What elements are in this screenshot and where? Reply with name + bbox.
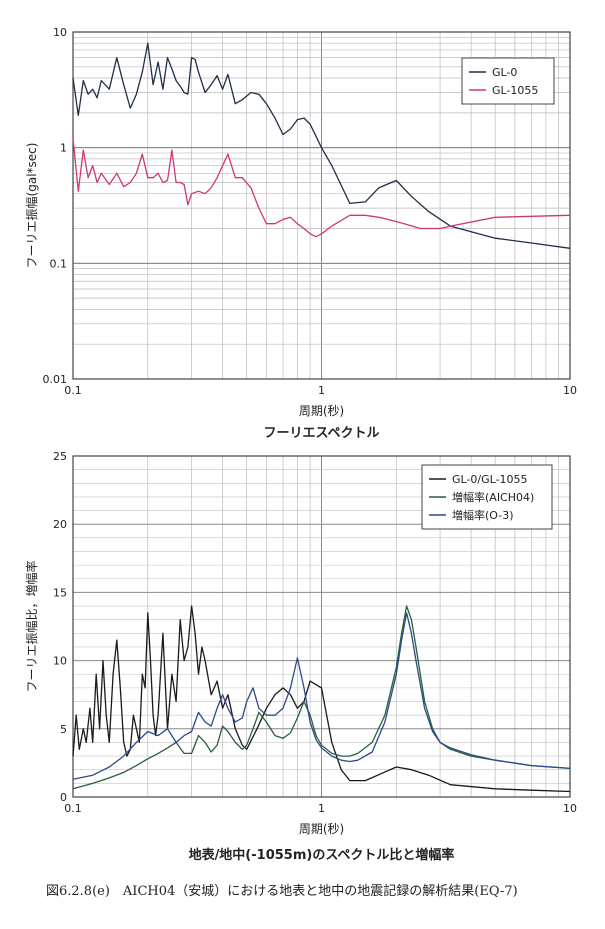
y-tick-label: 10 (53, 26, 67, 39)
x-axis-label: 周期(秒) (299, 822, 344, 836)
series-line-1 (72, 138, 571, 238)
legend-label: GL-0 (492, 66, 517, 79)
y-tick-label: 15 (53, 586, 67, 599)
series-line-0 (72, 42, 571, 249)
x-tick-label: 1 (318, 802, 325, 815)
figure-caption: 図6.2.8(e) AICH04（安城）における地表と地中の地震記録の解析結果(… (46, 884, 518, 899)
legend-label: 増幅率(AICH04) (452, 490, 534, 504)
grid (72, 31, 571, 380)
x-tick-label: 0.1 (64, 384, 82, 397)
plot-frame (72, 31, 571, 380)
x-tick-label: 1 (318, 384, 325, 397)
y-tick-label: 1 (60, 142, 67, 155)
y-axis-label: フーリエ振幅(gal*sec) (24, 143, 39, 269)
y-tick-label: 5 (60, 723, 67, 736)
fourier-spectrum-chart: 0.1 1 101010.10.01周期(秒)フーリエスペクトルフーリエ振幅(gal… (24, 26, 577, 441)
legend: GL-0 GL-1055 (461, 57, 555, 105)
plot-frame (72, 455, 571, 798)
y-tick-label: 25 (53, 450, 67, 463)
y-tick-label: 10 (53, 655, 67, 668)
x-tick-label: 0.1 (64, 802, 82, 815)
series-line-0 (72, 605, 571, 793)
y-tick-label: 0.1 (50, 257, 68, 270)
legend-label: GL-1055 (492, 84, 538, 97)
x-tick-label: 10 (563, 802, 577, 815)
chart-title: フーリエスペクトル (263, 426, 379, 441)
legend-label: GL-0/GL-1055 (452, 473, 528, 486)
x-tick-label: 10 (563, 384, 577, 397)
legend-box (461, 57, 555, 105)
y-axis-label: フーリエ振幅比，増幅率 (24, 560, 39, 692)
x-axis-label: 周期(秒) (299, 404, 344, 418)
series-line-2 (72, 612, 571, 780)
series-line-1 (72, 605, 571, 790)
legend-label: 増幅率(O-3) (452, 508, 514, 522)
chart-title: 地表/地中(-1055m)のスペクトル比と増幅率 (189, 847, 455, 863)
y-tick-label: 0.01 (43, 373, 68, 386)
y-tick-label: 20 (53, 518, 67, 531)
legend: GL-0/GL-1055 増幅率(AICH04) 増幅率(O-3) (421, 464, 553, 530)
spectral-ratio-chart: 0.1 1 10 25 20 15 10 5 0 周期(秒) 地表/地中(-1055m)のスペクトル… (24, 450, 577, 863)
y-tick-label: 0 (60, 791, 67, 804)
